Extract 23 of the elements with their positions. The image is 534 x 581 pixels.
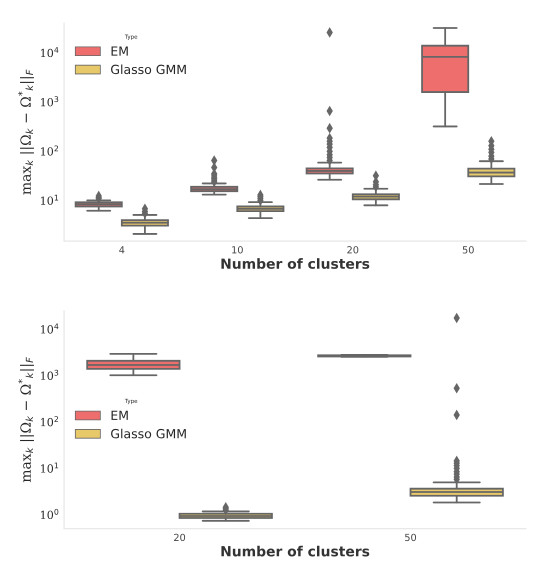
legend-label: EM [112,410,128,420]
legend-label: Glasso GMM [111,64,186,74]
x-axis-title: Number of clusters [221,258,370,269]
y-tick-label: 10$^{2}$ [41,145,58,156]
y-tick-label: 10$^{2}$ [41,416,58,426]
x-tick-label: 4 [119,246,124,254]
legend-label: Glasso GMM [111,428,186,438]
y-tick-label: 10$^{0}$ [41,508,58,520]
x-tick-label: 50 [462,246,474,254]
y-tick-label: 10$^{3}$ [41,96,58,106]
y-tick-label: 10$^{4}$ [41,47,58,58]
y-tick-label: 10$^{3}$ [41,370,58,380]
y-tick-label: 10$^{1}$ [41,462,58,473]
legend-label: EM [112,46,128,56]
x-tick-label: 50 [405,534,416,542]
text: max$_{k}$ ||Ω$_{k}$ − Ω$^{*}$$_{k}$||$_{F}$ [18,70,34,195]
y-tick-label: 10$^{4}$ [41,324,58,334]
text: max$_{k}$ ||Ω$_{k}$ − Ω$^{*}$$_{k}$||$_{F}$ [18,357,34,482]
y-tick-label: 10$^{1}$ [41,194,58,205]
x-tick-label: 20 [347,246,358,254]
x-tick-label: 10 [232,246,243,254]
x-tick-label: 20 [174,534,186,542]
x-axis-title: Number of clusters [221,546,370,557]
